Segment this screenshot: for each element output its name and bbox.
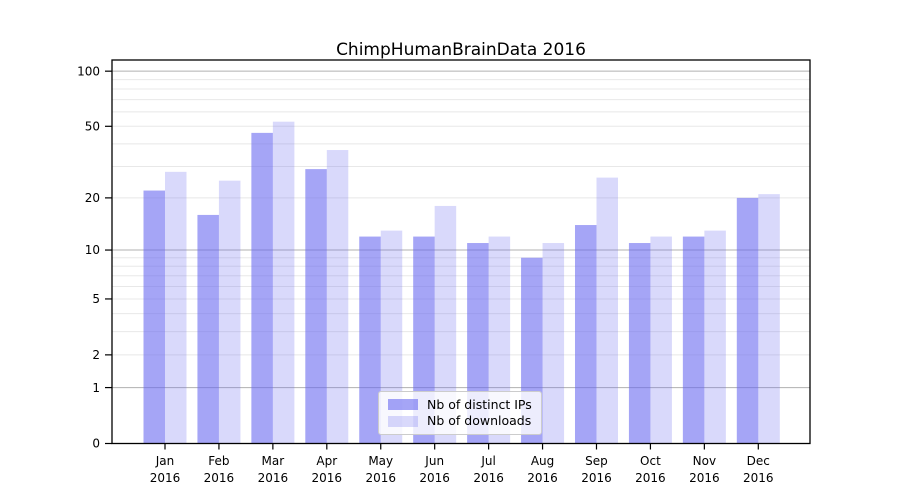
x-tick-label-month: Jul — [480, 454, 495, 468]
x-tick-label-year: 2016 — [365, 471, 396, 485]
bar-apr-downloads — [326, 150, 349, 444]
y-tick-label: 10 — [85, 243, 100, 257]
x-tick-label-month: May — [368, 454, 393, 468]
bar-dec-downloads — [758, 194, 780, 444]
legend-swatch — [388, 399, 418, 411]
legend-swatch — [388, 415, 418, 427]
y-tick-label: 20 — [85, 191, 100, 205]
x-tick-label-month: Jun — [424, 454, 444, 468]
bar-nov-ips — [682, 236, 705, 444]
legend: Nb of distinct IPs Nb of downloads — [378, 391, 542, 435]
x-tick-label-year: 2016 — [743, 471, 774, 485]
x-tick-label-month: Oct — [640, 454, 661, 468]
x-tick-label-year: 2016 — [258, 471, 289, 485]
x-tick-label-month: Aug — [531, 454, 554, 468]
x-tick-label-year: 2016 — [150, 471, 181, 485]
bar-aug-downloads — [542, 243, 565, 444]
gridlines — [112, 70, 810, 389]
bar-nov-downloads — [704, 230, 726, 444]
bar-dec-ips — [736, 197, 759, 444]
y-tick-label: 1 — [92, 381, 100, 395]
bar-feb-downloads — [218, 180, 241, 444]
chart-title: ChimpHumanBrainData 2016 — [336, 40, 586, 60]
y-tick-label: 50 — [85, 119, 100, 133]
axes: 1005020105210Jan2016Feb2016Mar2016Apr201… — [77, 59, 811, 485]
x-tick-label-year: 2016 — [204, 471, 235, 485]
bar-mar-downloads — [272, 121, 295, 444]
legend-entry: Nb of distinct IPs — [388, 396, 541, 412]
bar-mar-ips — [251, 132, 273, 444]
legend-label: Nb of downloads — [427, 413, 532, 428]
x-tick-label-month: Sep — [585, 454, 608, 468]
y-tick-label: 0 — [92, 437, 100, 451]
bar-jun-downloads — [434, 205, 457, 444]
x-tick-label-year: 2016 — [473, 471, 504, 485]
x-tick-label-month: Nov — [693, 454, 716, 468]
bar-jan-downloads — [165, 171, 187, 444]
x-tick-label-year: 2016 — [312, 471, 343, 485]
x-tick-label-year: 2016 — [419, 471, 450, 485]
plot-frame — [111, 59, 811, 445]
bar-may-downloads — [380, 230, 403, 444]
y-tick-label: 100 — [77, 64, 100, 78]
bar-sep-downloads — [596, 177, 618, 444]
x-tick-label-year: 2016 — [527, 471, 558, 485]
y-tick-label: 2 — [92, 348, 100, 362]
x-tick-label-month: Mar — [262, 454, 285, 468]
y-tick-label: 5 — [92, 292, 100, 306]
x-tick-label-year: 2016 — [689, 471, 720, 485]
bar-may-ips — [359, 236, 381, 444]
legend-label: Nb of distinct IPs — [427, 396, 532, 412]
bar-apr-ips — [305, 169, 327, 444]
bar-sep-ips — [574, 225, 597, 444]
x-tick-label-month: Dec — [747, 454, 770, 468]
x-tick-label-month: Feb — [208, 454, 229, 468]
x-tick-label-month: Apr — [316, 454, 337, 468]
legend-entry: Nb of downloads — [388, 413, 541, 428]
bar-jan-ips — [143, 190, 165, 444]
x-tick-label-year: 2016 — [581, 471, 612, 485]
x-tick-label-year: 2016 — [635, 471, 666, 485]
x-tick-label-month: Jan — [155, 454, 175, 468]
bars — [143, 121, 780, 444]
bar-oct-downloads — [650, 236, 672, 444]
bar-feb-ips — [197, 214, 219, 444]
bar-oct-ips — [628, 243, 651, 444]
